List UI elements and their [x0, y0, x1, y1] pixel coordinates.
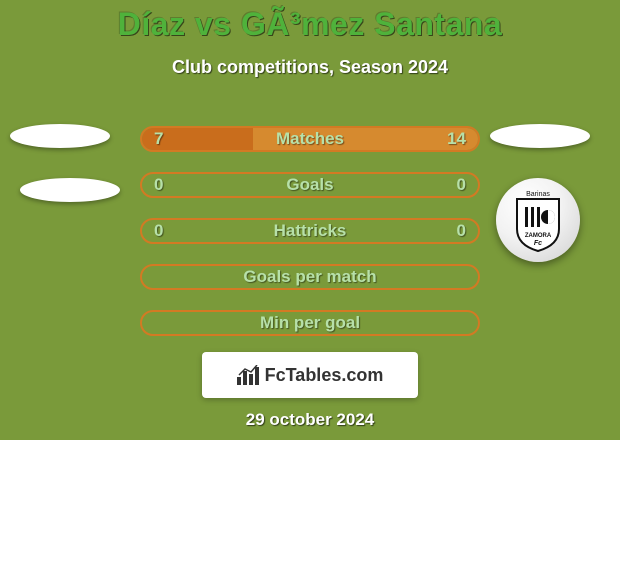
date-stamp: 29 october 2024 — [0, 410, 620, 430]
stat-row: Min per goal — [140, 310, 480, 336]
stat-rows: 7 14 Matches 0 0 Goals 0 0 Hattricks Goals per ma… — [140, 126, 480, 356]
svg-text:Fc: Fc — [534, 240, 542, 247]
club-oval — [490, 124, 590, 148]
stat-row: Goals per match — [140, 264, 480, 290]
stat-label: Min per goal — [260, 313, 360, 333]
stat-label: Matches — [276, 129, 344, 149]
stat-value-right: 0 — [457, 221, 466, 241]
watermark[interactable]: FcTables.com — [202, 352, 418, 398]
club-crest-right: Barinas ZAMORA Fc — [496, 178, 580, 262]
stat-value-right: 14 — [447, 129, 466, 149]
stat-value-right: 0 — [457, 175, 466, 195]
bar-chart-icon — [237, 365, 259, 385]
stat-row: 0 0 Hattricks — [140, 218, 480, 244]
subtitle: Club competitions, Season 2024 — [0, 57, 620, 78]
stat-value-left: 7 — [154, 129, 163, 149]
watermark-text: FcTables.com — [265, 365, 384, 386]
stat-label: Goals per match — [243, 267, 376, 287]
stat-label: Goals — [286, 175, 333, 195]
svg-text:ZAMORA: ZAMORA — [525, 233, 552, 239]
stat-label: Hattricks — [274, 221, 347, 241]
shield-icon: Barinas ZAMORA Fc — [511, 187, 565, 253]
stat-value-left: 0 — [154, 221, 163, 241]
club-oval — [10, 124, 110, 148]
page-title: Díaz vs GÃ³mez Santana — [0, 0, 620, 43]
stat-value-left: 0 — [154, 175, 163, 195]
comparison-card: Díaz vs GÃ³mez Santana Club competitions… — [0, 0, 620, 440]
club-oval — [20, 178, 120, 202]
svg-text:Barinas: Barinas — [526, 191, 550, 198]
stat-row: 0 0 Goals — [140, 172, 480, 198]
stat-row: 7 14 Matches — [140, 126, 480, 152]
